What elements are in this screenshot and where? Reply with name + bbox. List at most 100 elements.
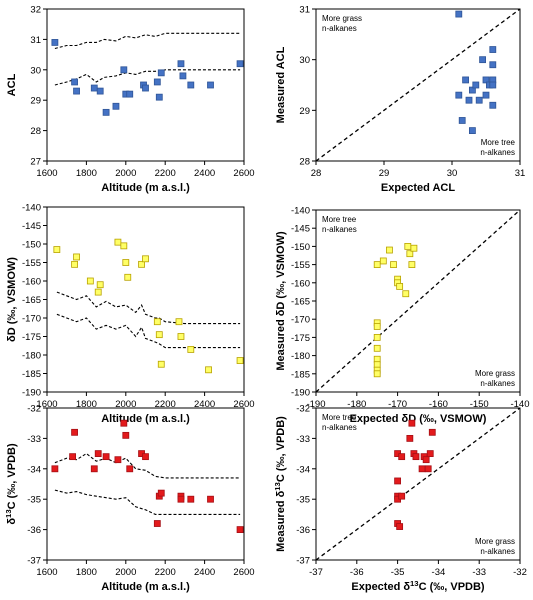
x-tick-label: 1800 (76, 168, 97, 179)
y-tick-label: -32 (27, 404, 41, 415)
x-tick-label: -32 (513, 567, 527, 578)
data-point (153, 520, 161, 527)
data-point (373, 370, 381, 378)
data-point (122, 431, 130, 439)
y-tick-label: -37 (27, 556, 41, 567)
data-point (406, 434, 414, 442)
data-point (157, 360, 165, 368)
data-point (114, 238, 122, 246)
one-to-one-line (316, 210, 520, 392)
data-point (51, 465, 59, 473)
data-point (390, 261, 397, 269)
x-tick-label: -150 (470, 399, 489, 410)
data-point (489, 81, 497, 89)
plot-area (316, 210, 520, 392)
data-point (207, 81, 214, 89)
y-axis-label: δD (‰, VSMOW) (6, 257, 18, 342)
data-point (396, 283, 404, 290)
y-tick-label: -165 (22, 295, 41, 306)
x-tick-label: 1600 (36, 168, 57, 179)
y-tick-label: -140 (22, 203, 41, 214)
data-point (142, 84, 149, 92)
data-point (157, 69, 165, 77)
data-point (120, 419, 128, 427)
data-point (71, 260, 78, 268)
y-tick-label: -35 (27, 495, 41, 506)
x-tick-label: -34 (432, 567, 446, 578)
x-tick-label: 2600 (233, 567, 254, 578)
y-axis-label: Measured ACL (275, 46, 287, 123)
x-tick-label: 2000 (115, 168, 136, 179)
data-point (102, 108, 110, 116)
data-point (177, 495, 185, 503)
data-point (177, 60, 185, 68)
y-tick-label: -175 (22, 332, 41, 343)
data-point (468, 127, 476, 134)
x-axis-label: Expected ACL (381, 182, 455, 194)
data-point (187, 81, 195, 89)
annotation-text: More tree (322, 215, 357, 224)
x-axis-label: Altitude (m a.s.l.) (101, 182, 190, 194)
y-tick-label: -160 (291, 278, 310, 289)
data-point (458, 117, 466, 124)
x-tick-label: 2400 (194, 567, 215, 578)
y-tick-label: 30 (299, 55, 310, 66)
y-tick-label: -190 (22, 388, 41, 399)
y-tick-label: 31 (30, 35, 41, 46)
data-point (373, 333, 381, 341)
annotation-text: More grass (475, 537, 515, 546)
panel-dc-exp: -37 -36 -35 -34 -33 -32 -32 -33 -34 -35 -36 -37 Expe… (273, 404, 527, 594)
x-tick-label: 2000 (115, 399, 136, 410)
data-point (155, 93, 163, 101)
y-tick-label: -190 (291, 388, 310, 399)
y-tick-label: -33 (296, 434, 310, 445)
data-point (455, 91, 463, 99)
data-point (53, 246, 61, 253)
y-axis-label: Measured δD (‰, VSMOW) (275, 231, 287, 371)
data-point (462, 76, 470, 84)
data-point (94, 450, 102, 458)
y-tick-label: -32 (296, 404, 310, 415)
data-point (426, 450, 434, 458)
data-point (373, 323, 381, 330)
y-tick-label: -160 (22, 277, 41, 288)
y-tick-label: -36 (296, 525, 310, 536)
data-point (122, 259, 130, 266)
y-tick-label: -37 (296, 556, 310, 567)
y-tick-label: -175 (291, 333, 310, 344)
data-point (386, 246, 393, 254)
y-tick-label: 30 (30, 65, 41, 76)
data-point (96, 281, 104, 289)
data-point (51, 39, 59, 46)
x-tick-label: 28 (311, 168, 322, 179)
data-point (373, 261, 381, 269)
x-tick-label: 2600 (233, 399, 254, 410)
data-point (71, 428, 78, 436)
y-tick-label: 32 (30, 5, 41, 16)
x-tick-label: 2600 (233, 168, 254, 179)
x-tick-label: 2400 (194, 168, 215, 179)
data-point (479, 56, 487, 64)
y-tick-label: -35 (296, 495, 310, 506)
data-point (472, 81, 480, 89)
one-to-one-line (316, 408, 520, 560)
panel-acl-alt: 1600 1800 2000 2200 2400 2600 27 28 29 30 31 32 Alti… (6, 5, 255, 195)
annotation-text: More grass (322, 14, 362, 23)
panel-dd-exp: -190 -180 -170 -160 -150 -140 -140 -145 -150 -155… (275, 206, 530, 426)
data-point (236, 357, 244, 364)
y-tick-label: -33 (27, 434, 41, 445)
y-tick-label: -34 (27, 464, 41, 475)
x-tick-label: 2000 (115, 567, 136, 578)
y-axis-label: δ13C (‰, VPDB) (4, 443, 19, 525)
data-point (114, 456, 122, 464)
y-tick-label: -150 (291, 242, 310, 253)
data-point (379, 257, 387, 265)
x-tick-label: -33 (472, 567, 486, 578)
data-point (404, 242, 412, 250)
data-point (402, 290, 410, 298)
data-point (394, 477, 402, 485)
data-point (489, 61, 497, 69)
y-tick-label: -155 (22, 258, 41, 269)
y-tick-label: 29 (299, 106, 310, 117)
